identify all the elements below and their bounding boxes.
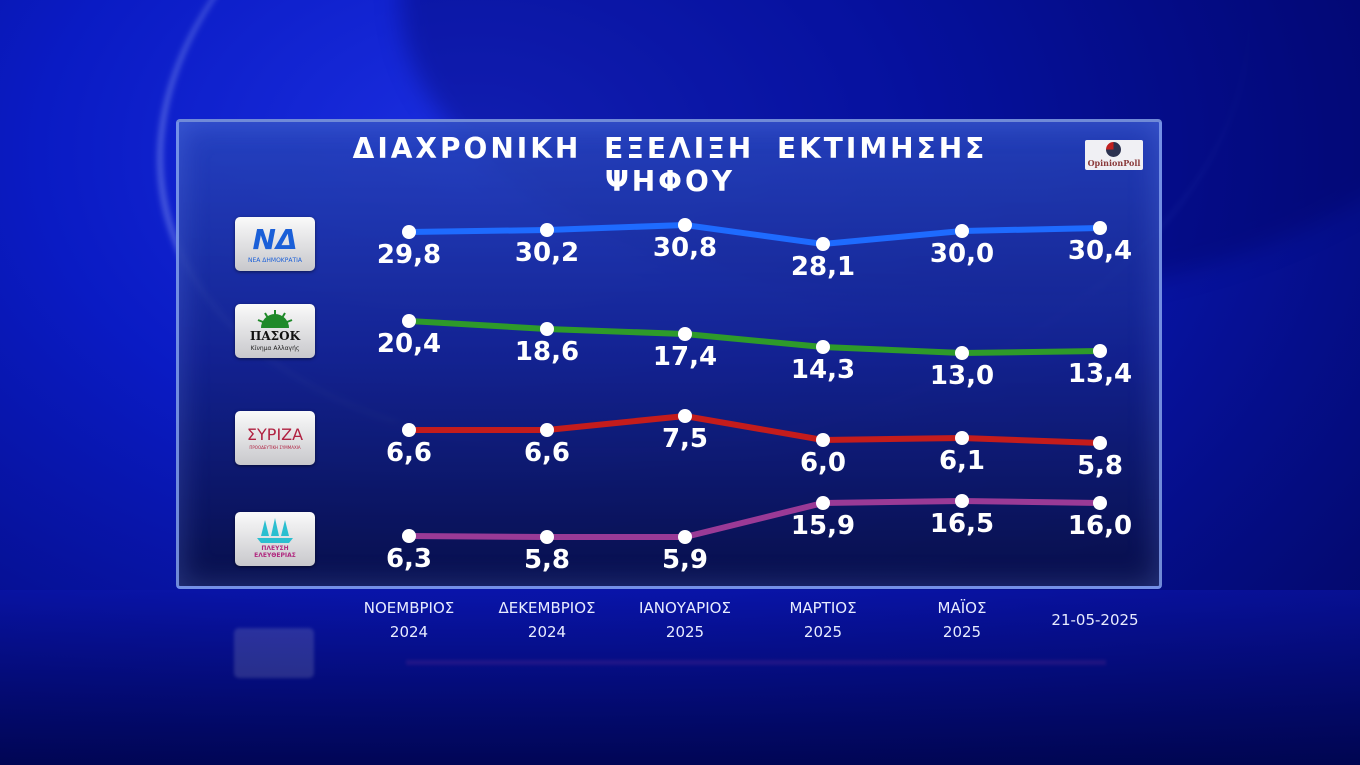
opinionpoll-pie-icon [1106, 142, 1121, 157]
opinionpoll-logo: OpinionPoll [1085, 140, 1143, 170]
sun-icon [257, 310, 293, 328]
floor-reflection [176, 600, 1162, 765]
value-label: 6,0 [799, 448, 847, 478]
value-label: 6,6 [523, 438, 571, 468]
ship-icon [257, 518, 293, 543]
value-label: 6,3 [385, 544, 433, 574]
value-label: 30,8 [652, 233, 718, 263]
series-line-pasok [408, 318, 1101, 357]
x-axis-label: 21-05-2025 [1051, 611, 1139, 629]
background-floor [0, 590, 1360, 765]
value-label: 15,9 [790, 511, 856, 541]
value-label: 16,0 [1067, 511, 1133, 541]
value-label: 30,2 [514, 238, 580, 268]
value-label: 6,6 [385, 438, 433, 468]
chart-title: ΔΙΑΧΡΟΝΙΚΗ ΕΞΕΛΙΞΗ ΕΚΤΙΜΗΣΗΣ ΨΗΦΟΥ [352, 132, 988, 198]
x-axis-label: ΔΕΚΕΜΒΡΙΟΣ 2024 [498, 599, 596, 641]
value-label: 5,9 [661, 545, 709, 575]
value-label: 6,1 [938, 446, 986, 476]
party-logo-syriza: ΣΥΡΙΖΑ ΠΡΟΟΔΕΥΤΙΚΗ ΣΥΜΜΑΧΙΑ [235, 411, 315, 465]
series-line-plefsi [408, 497, 1101, 540]
value-label: 13,0 [929, 361, 995, 391]
party-logo-plefsi: ΠΛΕΥΣΗ ΕΛΕΥΘΕΡΙΑΣ [235, 512, 315, 566]
x-axis-label: ΜΑΡΤΙΟΣ 2025 [789, 599, 857, 641]
party-logo-pasok: ΠΑΣΟΚ Κίνημα Αλλαγής [235, 304, 315, 358]
data-point-markers [402, 218, 1107, 544]
series-line-syriza [409, 412, 1101, 446]
value-label: 5,8 [1076, 451, 1124, 481]
value-label: 13,4 [1067, 359, 1133, 389]
value-label: 5,8 [523, 545, 571, 575]
x-axis-label: ΙΑΝΟΥΑΡΙΟΣ 2025 [639, 599, 731, 641]
value-label: 7,5 [661, 424, 709, 454]
value-label: 16,5 [929, 509, 995, 539]
value-label: 17,4 [652, 342, 718, 372]
series-line-nd [408, 221, 1101, 248]
x-axis-label: ΜΑΪΟΣ 2025 [937, 599, 987, 641]
value-label: 20,4 [376, 329, 442, 359]
value-label: 30,4 [1067, 236, 1133, 266]
value-label: 29,8 [376, 240, 442, 270]
x-axis-label: ΝΟΕΜΒΡΙΟΣ 2024 [363, 599, 455, 641]
value-label: 30,0 [929, 239, 995, 269]
value-label: 18,6 [514, 337, 580, 367]
party-logo-nd: ΝΔ ΝΕΑ ΔΗΜΟΚΡΑΤΙΑ [235, 217, 315, 271]
value-label: 14,3 [790, 355, 856, 385]
value-label: 28,1 [790, 252, 856, 282]
